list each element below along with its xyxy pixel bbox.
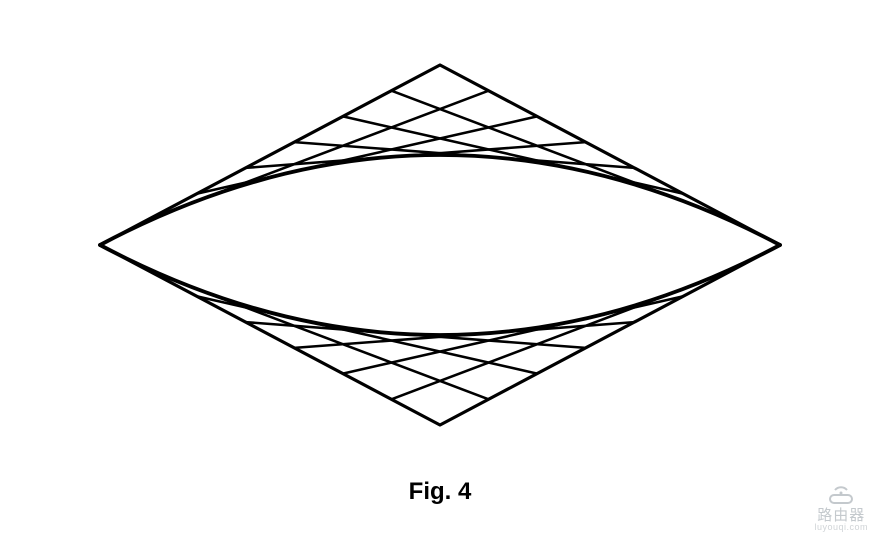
watermark-line1: 路由器	[814, 508, 868, 523]
watermark-line2: luyouqi.com	[814, 523, 868, 532]
string-art-diagram	[0, 0, 880, 542]
router-icon	[827, 484, 855, 506]
figure-caption: Fig. 4	[0, 478, 880, 506]
figure-container: Fig. 4 路由器 luyouqi.com	[0, 0, 880, 542]
watermark: 路由器 luyouqi.com	[814, 484, 868, 532]
